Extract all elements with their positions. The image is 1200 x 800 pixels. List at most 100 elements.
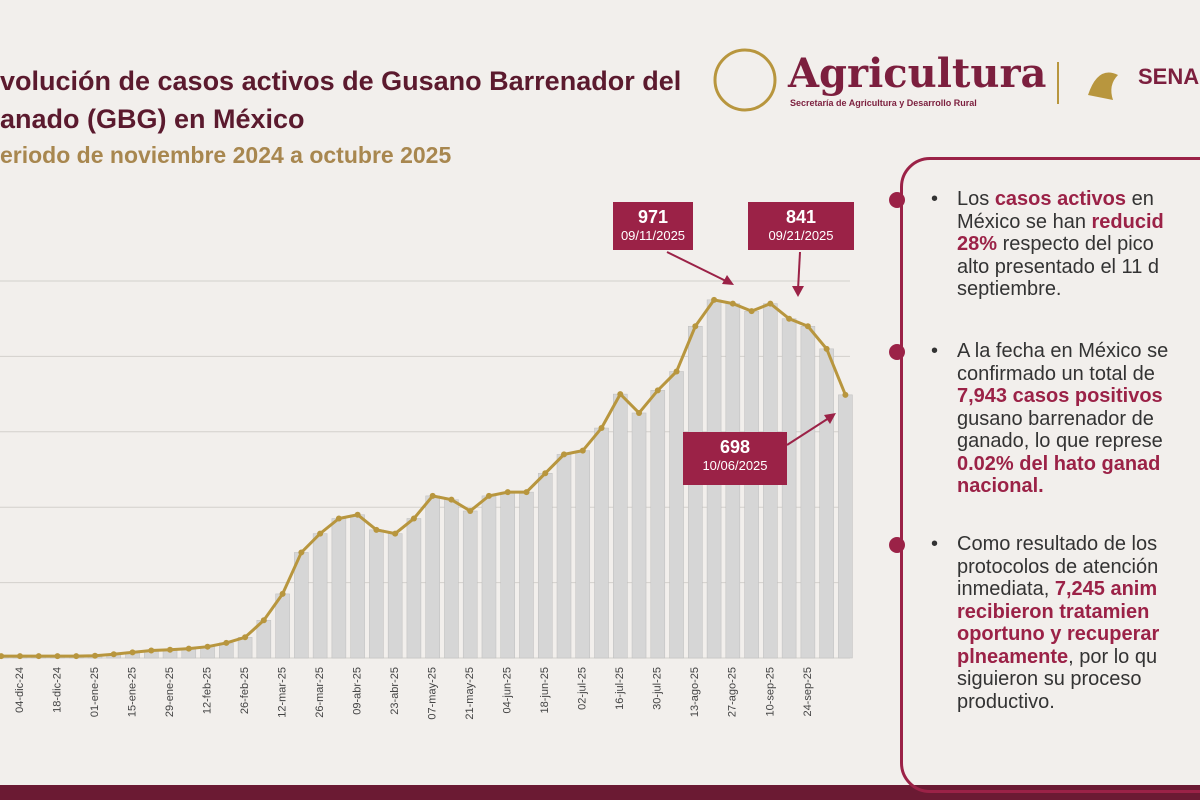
- bar: [669, 371, 684, 659]
- x-tick-label: 26-mar-25: [314, 667, 326, 718]
- bar: [613, 393, 628, 659]
- bullet-line: inmediata, 7,245 anim: [957, 578, 1159, 601]
- marker: [317, 530, 324, 537]
- bullet-line: plneamente, por lo qu: [957, 646, 1159, 669]
- sena-icon: [1088, 72, 1118, 100]
- bar: [275, 593, 290, 659]
- marker: [617, 391, 624, 398]
- logo-text: SENA: [1138, 64, 1200, 89]
- highlight: 7,245 anim: [1054, 578, 1158, 600]
- bullet-line: protocolos de atención: [957, 556, 1159, 579]
- text: Como resultado de los: [957, 533, 1158, 555]
- title: volución de casos activos de Gusano Barr…: [0, 62, 681, 138]
- marker: [485, 492, 492, 499]
- bullet-line: confirmado un total de: [957, 363, 1168, 386]
- x-tick-label: 27-ago-25: [727, 667, 739, 717]
- highlight: casos activos: [994, 188, 1127, 210]
- bullet-marker: •: [931, 340, 939, 362]
- annotation: 698 10/06/2025: [683, 432, 787, 485]
- x-tick-label: 04-dic-24: [14, 667, 26, 713]
- marker: [804, 323, 811, 330]
- bullet-line: Los casos activos en: [957, 188, 1164, 211]
- bar: [819, 348, 834, 659]
- bar: [800, 325, 816, 659]
- arrow: [786, 415, 833, 446]
- text: productivo.: [957, 690, 1055, 713]
- marker: [748, 308, 755, 315]
- bar: [369, 529, 384, 659]
- marker: [373, 526, 380, 533]
- marker: [167, 646, 174, 653]
- marker: [598, 425, 605, 432]
- bullet-line: Como resultado de los: [957, 533, 1159, 556]
- marker: [148, 647, 155, 654]
- x-tick-label: 16-jul-25: [614, 667, 626, 710]
- marker: [242, 634, 249, 641]
- bullet-line: recibieron tratamien: [957, 601, 1159, 624]
- marker: [504, 489, 511, 496]
- highlight: nacional.: [957, 475, 1044, 497]
- highlight: 28%: [957, 233, 998, 255]
- text: Los: [957, 188, 995, 210]
- bar: [481, 495, 497, 659]
- text: siguieron su proceso: [957, 668, 1142, 690]
- marker: [654, 387, 661, 394]
- title-line: volución de casos activos de Gusano Barr…: [0, 66, 682, 96]
- bullet-line: México se han reducid: [957, 211, 1164, 234]
- line: [1, 298, 847, 658]
- text: , por lo qu: [1068, 645, 1158, 668]
- bar: [537, 473, 553, 659]
- bar: [462, 510, 478, 659]
- bar: [519, 491, 534, 659]
- marker: [429, 492, 436, 499]
- x-tick-label: 07-may-25: [427, 667, 439, 720]
- x-tick-label: 23-abr-25: [389, 667, 401, 715]
- marker: [73, 653, 80, 660]
- bar: [331, 518, 347, 659]
- annotation-date: 09/11/2025: [620, 228, 686, 243]
- arrow-head: [792, 286, 804, 297]
- marker: [298, 549, 305, 556]
- highlight: oportuno y recuperar: [957, 623, 1160, 645]
- arrow-head: [722, 275, 734, 285]
- x-tick-label: 09-abr-25: [352, 667, 364, 715]
- marker: [54, 653, 61, 660]
- x-tick-label: 30-jul-25: [652, 667, 664, 710]
- bar: [650, 390, 666, 659]
- bar: [500, 491, 515, 659]
- annotation: 841 09/21/2025: [748, 202, 854, 250]
- arrow-head: [824, 413, 836, 424]
- x-tick-label: 01-ene-25: [89, 667, 101, 717]
- bullet-line: alto presentado el 11 d: [957, 256, 1164, 279]
- info-panel: Los casos activos en México se han reduci…: [900, 157, 1200, 793]
- highlight: recibieron tratamien: [957, 600, 1150, 623]
- marker: [692, 323, 699, 330]
- marker: [279, 590, 286, 597]
- bullet-line: ganado, lo que represe: [957, 430, 1168, 453]
- bullet-marker: •: [931, 188, 939, 210]
- logo-text: Agricultura: [788, 50, 1047, 97]
- marker: [0, 653, 5, 660]
- text: confirmado un total de: [957, 362, 1155, 385]
- text: septiembre.: [957, 278, 1062, 300]
- text: alto presentado el 11 d: [957, 255, 1160, 278]
- x-tick-label: 18-jun-25: [539, 667, 551, 713]
- marker: [410, 515, 417, 522]
- bullet: A la fecha en México se confirmado un tot…: [931, 340, 1168, 498]
- marker: [673, 368, 680, 375]
- marker: [223, 639, 230, 646]
- annotation-date: 10/06/2025: [702, 458, 768, 473]
- marker: [542, 470, 549, 477]
- bullet: Como resultado de los protocolos de atenc…: [931, 533, 1159, 713]
- annotation-date: 09/21/2025: [768, 228, 834, 243]
- bullet-line: gusano barrenador de: [957, 408, 1168, 431]
- bullet: Los casos activos en México se han reduci…: [931, 188, 1164, 301]
- logo-subtitle: Secretaría de Agricultura y Desarrollo R…: [790, 98, 977, 108]
- marker: [204, 643, 211, 650]
- marker: [92, 652, 98, 659]
- bullet-line: oportuno y recuperar: [957, 623, 1159, 646]
- marker: [110, 651, 117, 658]
- bar: [631, 412, 647, 659]
- marker: [636, 409, 643, 416]
